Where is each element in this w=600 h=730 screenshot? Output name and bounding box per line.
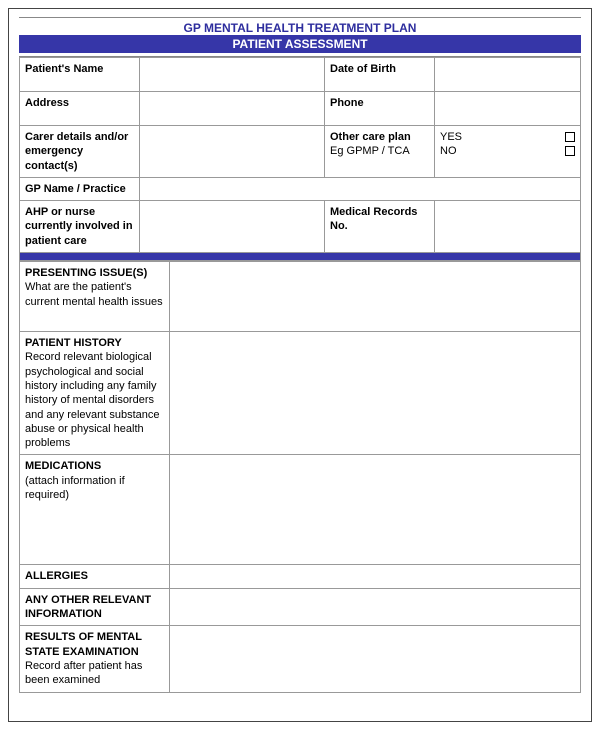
table-row: MEDICATIONS (attach information if requi… (20, 455, 581, 565)
label-address: Address (20, 92, 140, 126)
section-exam-label: RESULTS OF MENTAL STATE EXAMINATION Reco… (20, 626, 170, 692)
input-carer[interactable] (140, 126, 325, 178)
table-row: Address Phone (20, 92, 581, 126)
table-row: PATIENT HISTORY Record relevant biologic… (20, 332, 581, 455)
header-subtitle: PATIENT ASSESSMENT (19, 35, 581, 53)
label-dob: Date of Birth (325, 58, 435, 92)
other-care-plan-title: Other care plan (330, 131, 411, 143)
section-desc: Record relevant biological psychological… (25, 351, 160, 449)
section-presenting-label: PRESENTING ISSUE(S) What are the patient… (20, 262, 170, 332)
label-ahp: AHP or nurse currently involved in patie… (20, 201, 140, 253)
section-title: ALLERGIES (25, 570, 88, 582)
input-history[interactable] (170, 332, 581, 455)
no-label: NO (440, 144, 457, 158)
input-phone[interactable] (435, 92, 581, 126)
input-medications[interactable] (170, 455, 581, 565)
no-row: NO (440, 144, 575, 158)
section-medications-label: MEDICATIONS (attach information if requi… (20, 455, 170, 565)
input-mrn[interactable] (435, 201, 581, 253)
header-title: GP MENTAL HEALTH TREATMENT PLAN (19, 21, 581, 35)
section-title: MEDICATIONS (25, 460, 101, 472)
table-row: AHP or nurse currently involved in patie… (20, 201, 581, 253)
section-title: ANY OTHER RELEVANT INFORMATION (25, 594, 151, 620)
yes-no-cell: YES NO (435, 126, 581, 178)
input-other-info[interactable] (170, 588, 581, 626)
table-row: RESULTS OF MENTAL STATE EXAMINATION Reco… (20, 626, 581, 692)
section-title: PATIENT HISTORY (25, 337, 122, 349)
input-exam[interactable] (170, 626, 581, 692)
section-other-info-label: ANY OTHER RELEVANT INFORMATION (20, 588, 170, 626)
section-history-label: PATIENT HISTORY Record relevant biologic… (20, 332, 170, 455)
table-row: ALLERGIES (20, 565, 581, 588)
section-desc: Record after patient has been examined (25, 660, 142, 686)
separator-bar (19, 253, 581, 261)
label-phone: Phone (325, 92, 435, 126)
checkbox-no[interactable] (565, 146, 575, 156)
table-row: ANY OTHER RELEVANT INFORMATION (20, 588, 581, 626)
section-desc: (attach information if required) (25, 475, 125, 501)
table-row: PRESENTING ISSUE(S) What are the patient… (20, 262, 581, 332)
input-ahp[interactable] (140, 201, 325, 253)
section-allergies-label: ALLERGIES (20, 565, 170, 588)
section-desc: What are the patient's current mental he… (25, 281, 163, 307)
input-allergies[interactable] (170, 565, 581, 588)
input-address[interactable] (140, 92, 325, 126)
checkbox-yes[interactable] (565, 132, 575, 142)
form-page: GP MENTAL HEALTH TREATMENT PLAN PATIENT … (8, 8, 592, 722)
label-mrn: Medical Records No. (325, 201, 435, 253)
table-row: Carer details and/or emergency contact(s… (20, 126, 581, 178)
table-row: Patient's Name Date of Birth (20, 58, 581, 92)
label-other-care-plan: Other care plan Eg GPMP / TCA (325, 126, 435, 178)
form-header: GP MENTAL HEALTH TREATMENT PLAN PATIENT … (19, 17, 581, 57)
input-patient-name[interactable] (140, 58, 325, 92)
label-gp: GP Name / Practice (20, 177, 140, 200)
sections-table: PRESENTING ISSUE(S) What are the patient… (19, 261, 581, 692)
input-dob[interactable] (435, 58, 581, 92)
yes-row: YES (440, 130, 575, 144)
section-title: PRESENTING ISSUE(S) (25, 267, 147, 279)
label-carer: Carer details and/or emergency contact(s… (20, 126, 140, 178)
input-presenting[interactable] (170, 262, 581, 332)
table-row: GP Name / Practice (20, 177, 581, 200)
label-patient-name: Patient's Name (20, 58, 140, 92)
other-care-plan-sub: Eg GPMP / TCA (330, 145, 410, 157)
yes-label: YES (440, 130, 462, 144)
section-title: RESULTS OF MENTAL STATE EXAMINATION (25, 631, 142, 657)
patient-info-table: Patient's Name Date of Birth Address Pho… (19, 57, 581, 253)
input-gp[interactable] (140, 177, 581, 200)
